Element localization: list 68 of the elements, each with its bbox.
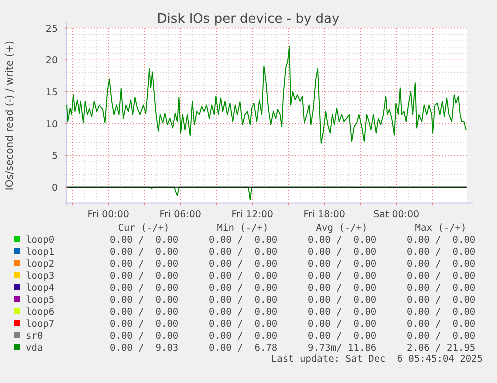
text: Last update: Sat Dec 6 05:45:04 2025 [271, 354, 483, 365]
text: 9.73m/ 11.86 [308, 343, 377, 354]
text: 0.00 / 0.00 [110, 247, 179, 258]
text: 0.00 / 0.00 [110, 331, 179, 342]
text: 0.00 / 9.03 [110, 343, 179, 354]
text: 0.00 / 0.00 [209, 319, 278, 330]
text: 0.00 / 0.00 [407, 331, 476, 342]
text: 0.00 / 0.00 [110, 319, 179, 330]
legend-label: sr0 [26, 331, 44, 342]
legend-label: loop2 [26, 259, 55, 270]
x-tick-label: Fri 00:00 [88, 209, 130, 220]
text: 0.00 / 0.00 [308, 319, 377, 330]
legend-label: vda [26, 343, 44, 354]
text: 0.00 / 0.00 [110, 235, 179, 246]
y-tick-label: 20 [46, 56, 58, 67]
text: 0.00 / 0.00 [209, 307, 278, 318]
text: 0.00 / 0.00 [110, 283, 179, 294]
legend-label: loop0 [26, 235, 55, 246]
text: 0.00 / 0.00 [308, 331, 377, 342]
text: 0.00 / 0.00 [209, 283, 278, 294]
text: 0.00 / 0.00 [308, 307, 377, 318]
text: 0.00 / 0.00 [110, 307, 179, 318]
legend-label: loop4 [26, 283, 55, 294]
text: Cur (-/+) [118, 223, 170, 234]
y-tick-label: 0 [52, 182, 58, 194]
legend-label: loop5 [26, 295, 55, 306]
text: 0.00 / 0.00 [209, 235, 278, 246]
y-tick-label: 10 [46, 119, 58, 130]
text: 0.00 / 0.00 [110, 259, 179, 270]
text: 0.00 / 0.00 [308, 283, 377, 294]
text: 0.00 / 0.00 [407, 247, 476, 258]
x-tick-label: Fri 18:00 [304, 209, 346, 220]
chart-title: Disk IOs per device - by day [157, 12, 340, 27]
text: 0.00 / 0.00 [407, 271, 476, 282]
text: 0.00 / 0.00 [308, 271, 377, 282]
text: 0.00 / 0.00 [209, 271, 278, 282]
x-tick-label: Fri 06:00 [160, 209, 202, 220]
text: 2.06 / 21.95 [407, 343, 476, 354]
text: 0.00 / 0.00 [209, 247, 278, 258]
y-axis-title: IOs/second read (-) / write (+) [5, 40, 16, 191]
text: 0.00 / 0.00 [407, 295, 476, 306]
text: Max (-/+) [415, 223, 467, 234]
text: 0.00 / 0.00 [110, 271, 179, 282]
legend-label: loop7 [26, 319, 55, 330]
text: 0.00 / 0.00 [407, 307, 476, 318]
legend-label: loop6 [26, 307, 55, 318]
text: Min (-/+) [217, 223, 269, 234]
text: 0.00 / 0.00 [308, 295, 377, 306]
text: 0.00 / 0.00 [308, 235, 377, 246]
y-tick-label: 15 [46, 87, 58, 98]
legend-label: loop1 [26, 247, 55, 258]
y-tick-label: 5 [52, 151, 58, 162]
text: 0.00 / 0.00 [407, 235, 476, 246]
y-tick-label: 25 [46, 24, 58, 35]
text: 0.00 / 0.00 [308, 247, 377, 258]
text: 0.00 / 0.00 [209, 295, 278, 306]
text: 0.00 / 0.00 [407, 259, 476, 270]
text: 0.00 / 6.78 [209, 343, 278, 354]
text: 0.00 / 0.00 [407, 319, 476, 330]
text: 0.00 / 0.00 [407, 283, 476, 294]
x-tick-label: Fri 12:00 [232, 209, 274, 220]
text: 0.00 / 0.00 [209, 259, 278, 270]
x-tick-label: Sat 00:00 [374, 209, 420, 220]
text: 0.00 / 0.00 [209, 331, 278, 342]
text: 0.00 / 0.00 [308, 259, 377, 270]
text: Avg (-/+) [316, 223, 368, 234]
legend-label: loop3 [26, 271, 55, 282]
text: 0.00 / 0.00 [110, 295, 179, 306]
